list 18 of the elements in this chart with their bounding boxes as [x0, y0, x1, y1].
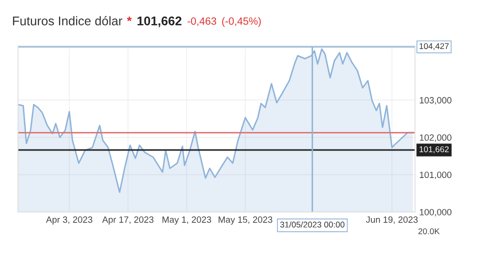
x-tick-label: May 1, 2023: [162, 216, 212, 225]
text: (-0,45%): [222, 17, 261, 27]
y-tick-label: 100,000: [420, 208, 452, 216]
x-tick-label: May 15, 2023: [218, 216, 272, 225]
y-tick-label: 101,000: [420, 172, 452, 180]
y-tick-label: 103,000: [420, 97, 452, 105]
chart-title: Futuros Indice dólar: [13, 16, 122, 26]
ref-line-label: 104,427: [420, 43, 449, 50]
ref-line-label: 31/05/2023 00:00: [280, 221, 344, 228]
text: 20.0K: [418, 228, 440, 234]
x-tick-label: Apr 17, 2023: [102, 216, 154, 225]
x-tick-label: Jun 19, 2023: [366, 216, 418, 224]
ref-line-label: 101,662: [420, 146, 449, 154]
text: *: [126, 16, 132, 22]
y-tick-label: 102,000: [420, 134, 452, 142]
text: -0,463: [188, 17, 216, 26]
text: 101,662: [138, 16, 182, 28]
x-tick-label: Apr 3, 2023: [46, 216, 92, 225]
